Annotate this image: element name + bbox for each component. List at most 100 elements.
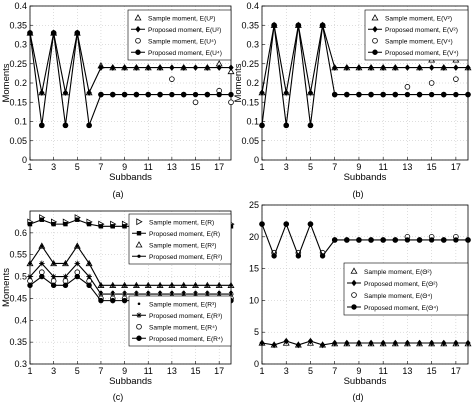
x-tick-label: 9 bbox=[122, 162, 127, 172]
panel-caption: (a) bbox=[113, 189, 124, 199]
series-line bbox=[29, 244, 231, 286]
data-point bbox=[204, 291, 211, 297]
data-point bbox=[192, 91, 199, 98]
data-point bbox=[368, 339, 374, 347]
x-tick-label: 11 bbox=[144, 162, 153, 172]
data-point bbox=[392, 91, 398, 98]
x-tick-label: 9 bbox=[356, 366, 361, 376]
data-point bbox=[429, 64, 435, 71]
data-point bbox=[295, 22, 302, 28]
y-tick-label: 0.3 bbox=[14, 40, 27, 50]
y-tick-label: 0.15 bbox=[241, 97, 259, 107]
y-tick-label: 0.05 bbox=[241, 136, 259, 146]
data-point bbox=[157, 291, 163, 297]
data-point bbox=[122, 224, 127, 229]
legend-entry: Proposed moment, E(R²) bbox=[149, 254, 222, 261]
legend-marker bbox=[372, 49, 378, 55]
series bbox=[259, 337, 471, 349]
data-point bbox=[62, 122, 69, 129]
series bbox=[27, 260, 234, 297]
data-point bbox=[416, 91, 423, 98]
x-axis-label: Subbands bbox=[109, 376, 152, 387]
x-axis-label: Subbands bbox=[344, 376, 387, 387]
legend-marker bbox=[136, 323, 142, 330]
x-tick-label: 17 bbox=[214, 366, 224, 376]
data-point bbox=[28, 261, 32, 266]
y-tick-label: 0 bbox=[22, 155, 27, 165]
legend-entry: Proposed moment, E(U²) bbox=[148, 27, 221, 34]
legend-marker bbox=[135, 37, 141, 44]
x-tick-label: 17 bbox=[451, 366, 461, 376]
y-tick-label: 0.2 bbox=[246, 78, 259, 88]
y-tick-label: 0.4 bbox=[14, 315, 27, 325]
legend-entry: Sample moment, E(Θ²) bbox=[364, 269, 432, 276]
legend-marker bbox=[351, 304, 357, 310]
legend-box bbox=[128, 295, 232, 347]
y-tick-label: 0.45 bbox=[9, 293, 27, 303]
data-point bbox=[344, 339, 350, 347]
series bbox=[258, 339, 472, 348]
data-point bbox=[121, 64, 128, 71]
data-point bbox=[204, 91, 211, 98]
x-axis-label: Subbands bbox=[109, 172, 152, 183]
data-point bbox=[133, 91, 140, 98]
data-point bbox=[283, 122, 289, 129]
x-tick-label: 1 bbox=[259, 366, 264, 376]
data-point bbox=[216, 91, 222, 98]
data-point bbox=[99, 283, 103, 287]
data-point bbox=[259, 89, 265, 96]
data-point bbox=[193, 283, 198, 287]
y-tick-label: 0.1 bbox=[14, 117, 27, 127]
data-point bbox=[416, 237, 423, 243]
y-tick-label: 10 bbox=[249, 295, 259, 305]
data-point bbox=[453, 76, 459, 82]
data-point bbox=[217, 283, 221, 287]
data-point bbox=[169, 291, 175, 297]
data-point bbox=[453, 91, 459, 98]
data-point bbox=[145, 64, 151, 71]
panel-caption: (b) bbox=[353, 189, 364, 199]
data-point bbox=[429, 339, 435, 347]
data-point bbox=[368, 237, 374, 243]
data-point bbox=[39, 273, 45, 280]
y-tick-label: 5 bbox=[254, 327, 259, 337]
legend-marker bbox=[135, 241, 143, 248]
data-point bbox=[109, 291, 116, 297]
data-point bbox=[344, 91, 350, 98]
data-point bbox=[121, 291, 128, 297]
data-point bbox=[380, 339, 386, 347]
data-point bbox=[86, 89, 92, 96]
x-tick-label: 3 bbox=[51, 366, 56, 376]
data-point bbox=[453, 339, 459, 347]
y-tick-label: 0.3 bbox=[246, 40, 259, 50]
y-tick-label: 0.25 bbox=[9, 59, 27, 69]
data-point bbox=[192, 64, 199, 71]
data-point bbox=[50, 273, 57, 280]
data-point bbox=[111, 283, 115, 287]
data-point bbox=[465, 339, 471, 347]
data-point bbox=[307, 221, 314, 227]
x-tick-label: 17 bbox=[214, 162, 224, 172]
data-point bbox=[404, 84, 411, 90]
chart-panel: 1 3 5 7 9 11 13 15 170.30.350.40.450.50.550.6Sub… bbox=[1, 210, 235, 402]
data-point bbox=[428, 237, 435, 243]
data-point bbox=[62, 89, 69, 96]
legend-marker bbox=[136, 335, 142, 341]
data-point bbox=[86, 122, 92, 129]
data-point bbox=[63, 261, 68, 266]
data-point bbox=[110, 64, 116, 71]
data-point bbox=[332, 237, 338, 243]
legend-box bbox=[364, 9, 469, 61]
data-point bbox=[227, 67, 235, 75]
data-point bbox=[98, 64, 104, 71]
data-point bbox=[344, 64, 350, 71]
data-point bbox=[39, 122, 45, 129]
legend-entry: Proposed moment, E(V⁴) bbox=[385, 50, 459, 57]
x-tick-label: 5 bbox=[75, 366, 80, 376]
legend-entry: Proposed moment, E(R⁴) bbox=[149, 336, 223, 343]
legend-marker bbox=[136, 218, 143, 226]
data-point bbox=[228, 91, 234, 98]
data-point bbox=[295, 341, 301, 349]
data-point bbox=[204, 64, 210, 71]
data-point bbox=[74, 273, 80, 280]
